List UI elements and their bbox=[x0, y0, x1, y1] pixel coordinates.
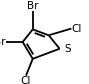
Text: Cl: Cl bbox=[71, 24, 82, 34]
Text: S: S bbox=[65, 44, 71, 54]
Text: Br: Br bbox=[27, 1, 38, 11]
Text: Br: Br bbox=[0, 37, 6, 47]
Text: Cl: Cl bbox=[21, 76, 31, 84]
